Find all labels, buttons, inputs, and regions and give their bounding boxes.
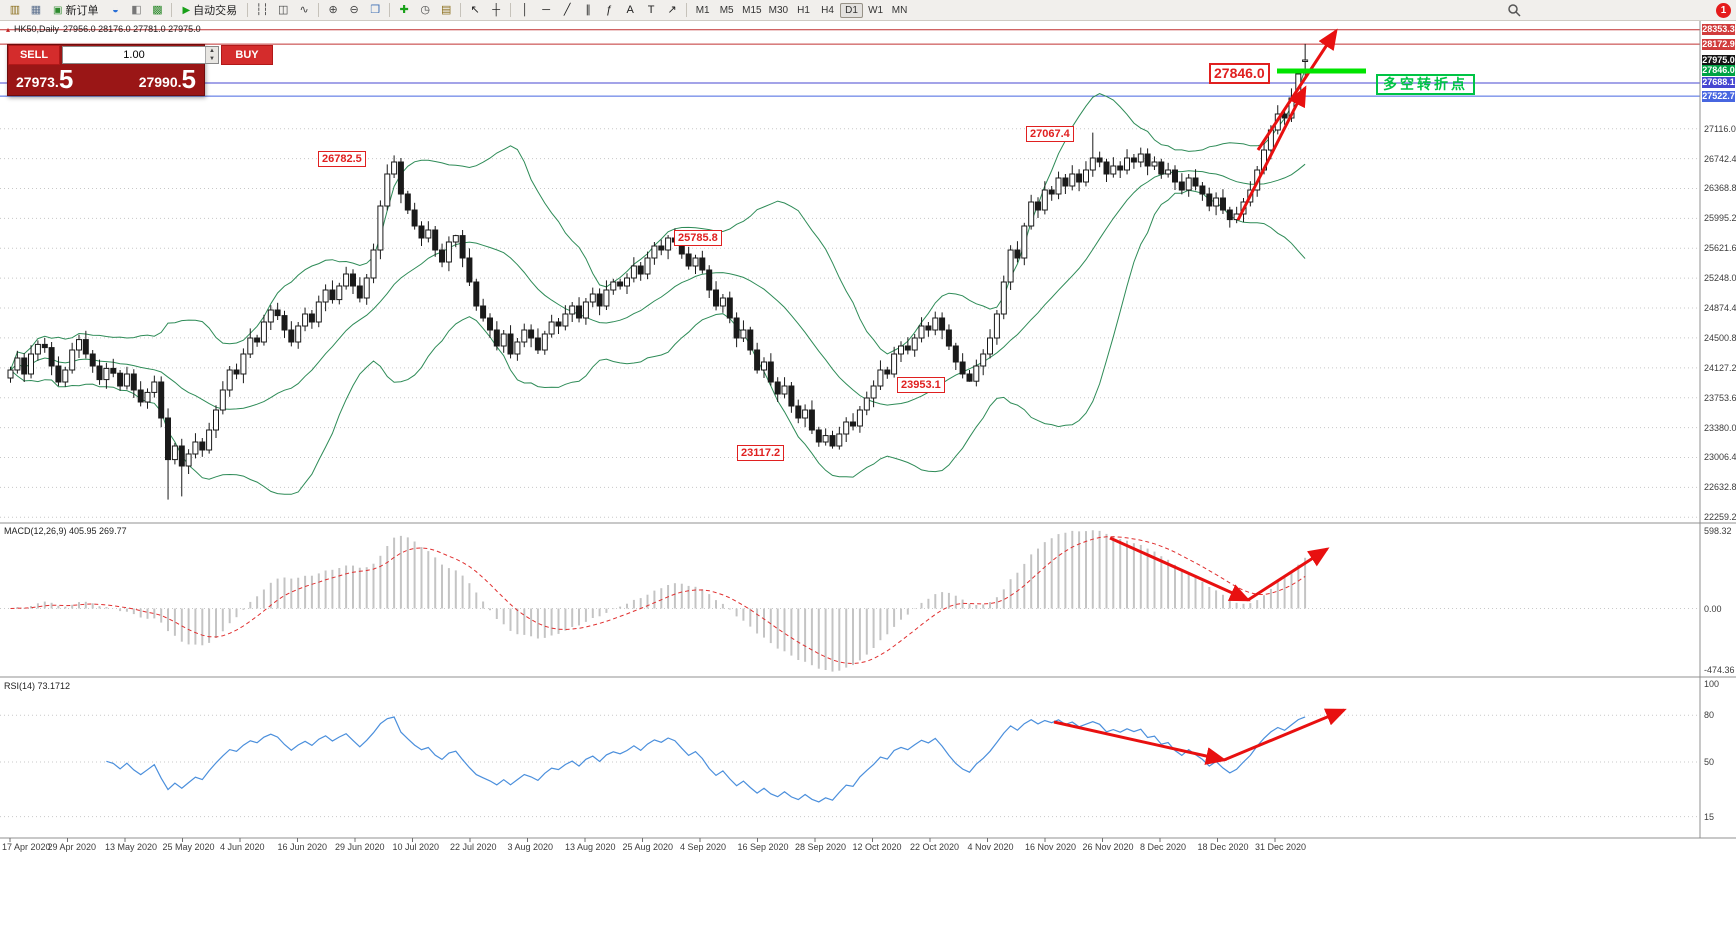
- toolbar-sep: [389, 3, 391, 17]
- new-chart-icon[interactable]: ▥: [5, 2, 25, 19]
- volume-box: ▲ ▼: [62, 46, 219, 64]
- trend-arrow: [1256, 28, 1338, 151]
- metaquotes-icon[interactable]: ◒: [105, 2, 125, 19]
- timeframe-m15[interactable]: M15: [739, 3, 764, 18]
- trend-arrow: [1236, 85, 1307, 221]
- buy-price: 27990. 5: [138, 64, 196, 94]
- periods-icon[interactable]: ◷: [415, 2, 435, 19]
- macd-indicator-label: MACD(12,26,9) 405.95 269.77: [4, 526, 127, 536]
- turning-point-label[interactable]: 多空转折点: [1376, 74, 1475, 95]
- toolbar-sep: [247, 3, 249, 17]
- line-chart-icon[interactable]: ∿: [294, 2, 314, 19]
- macd-signal-line: [10, 536, 1306, 665]
- trend-arrow: [1109, 536, 1251, 602]
- candlestick-icon[interactable]: ◫: [273, 2, 293, 19]
- timeframe-m5[interactable]: M5: [715, 3, 738, 18]
- sell-button[interactable]: SELL: [8, 45, 60, 65]
- volume-down-button[interactable]: ▼: [206, 55, 218, 63]
- zoom-in-icon[interactable]: ⊕: [323, 2, 343, 19]
- templates-icon[interactable]: ▤: [436, 2, 456, 19]
- toolbar-sep: [171, 3, 173, 17]
- new-order-button[interactable]: ▣ 新订单: [47, 2, 104, 19]
- grid: [0, 128, 1700, 518]
- price-annotation[interactable]: 23953.1: [897, 377, 945, 393]
- chart-ohlc-values: 27956.0 28176.0 27781.0 27975.0: [63, 24, 201, 34]
- trendline-icon[interactable]: ╱: [557, 2, 577, 19]
- timeframe-w1[interactable]: W1: [864, 3, 887, 18]
- trend-arrow: [1247, 547, 1330, 602]
- macd-histogram: [16, 530, 1307, 672]
- zoom-out-icon[interactable]: ⊖: [344, 2, 364, 19]
- toolbar-sep: [510, 3, 512, 17]
- toolbar-sep: [460, 3, 462, 17]
- toolbar-sep: [686, 3, 688, 17]
- price-annotation[interactable]: 26782.5: [318, 151, 366, 167]
- one-click-trading-panel: SELL ▲ ▼ BUY 27973. 5 27990. 5: [7, 44, 273, 96]
- rsi-line: [106, 716, 1306, 803]
- text-icon[interactable]: A: [620, 2, 640, 19]
- timeframe-mn[interactable]: MN: [888, 3, 911, 18]
- arrows-icon[interactable]: ↗: [662, 2, 682, 19]
- notification-badge[interactable]: 1: [1716, 2, 1731, 18]
- toolbar-sep: [318, 3, 320, 17]
- timeframe-m30[interactable]: M30: [766, 3, 791, 18]
- autotrading-button[interactable]: ▶ 自动交易: [176, 2, 243, 19]
- sell-price: 27973. 5: [16, 64, 74, 94]
- rsi-indicator-label: RSI(14) 73.1712: [4, 681, 71, 691]
- cursor-icon[interactable]: ↖: [465, 2, 485, 19]
- toolbar: ▥ ▦ ▣ 新订单 ◒ ◧ ▩ ▶ 自动交易 ┆┆ ◫ ∿ ⊕ ⊖ ❒ ✚ ◷ ▤ ↖ ┼ │ ─ ╱ ∥ ƒ A T ↗ M1 M5 M1…: [0, 0, 1736, 21]
- price-annotation[interactable]: 27067.4: [1026, 126, 1074, 142]
- metaeditor-icon[interactable]: ◧: [126, 2, 146, 19]
- timeframe-h1[interactable]: H1: [792, 3, 815, 18]
- timeframe-m1[interactable]: M1: [691, 3, 714, 18]
- bollinger-bands: [10, 69, 1306, 495]
- vertical-line-icon[interactable]: │: [515, 2, 535, 19]
- volume-up-button[interactable]: ▲: [206, 47, 218, 55]
- tile-windows-icon[interactable]: ❒: [365, 2, 385, 19]
- timeframe-d1[interactable]: D1: [840, 2, 864, 18]
- price-annotation[interactable]: 25785.8: [674, 230, 722, 246]
- chart-title: ▴ HK50,Daily 27956.0 28176.0 27781.0 279…: [6, 24, 201, 34]
- buy-button[interactable]: BUY: [221, 45, 273, 65]
- trend-arrow: [1223, 708, 1347, 762]
- volume-input[interactable]: [63, 47, 205, 63]
- price-annotation[interactable]: 23117.2: [737, 445, 785, 461]
- crosshair-icon[interactable]: ┼: [486, 2, 506, 19]
- search-icon[interactable]: [1504, 2, 1524, 19]
- fibonacci-icon[interactable]: ƒ: [599, 2, 619, 19]
- trend-arrow: [1053, 720, 1227, 765]
- label-icon[interactable]: T: [641, 2, 661, 19]
- indicators-icon[interactable]: ✚: [394, 2, 414, 19]
- bar-chart-icon[interactable]: ┆┆: [252, 2, 272, 19]
- chart-symbol-period: HK50,Daily: [14, 24, 60, 34]
- profiles-icon[interactable]: ▦: [26, 2, 46, 19]
- candles[interactable]: [7, 43, 1309, 500]
- horizontal-line-icon[interactable]: ─: [536, 2, 556, 19]
- channel-icon[interactable]: ∥: [578, 2, 598, 19]
- timeframe-h4[interactable]: H4: [816, 3, 839, 18]
- price-annotation[interactable]: 27846.0: [1209, 63, 1270, 84]
- chart-symbol-icon: ▴: [6, 24, 11, 34]
- market-watch-icon[interactable]: ▩: [147, 2, 167, 19]
